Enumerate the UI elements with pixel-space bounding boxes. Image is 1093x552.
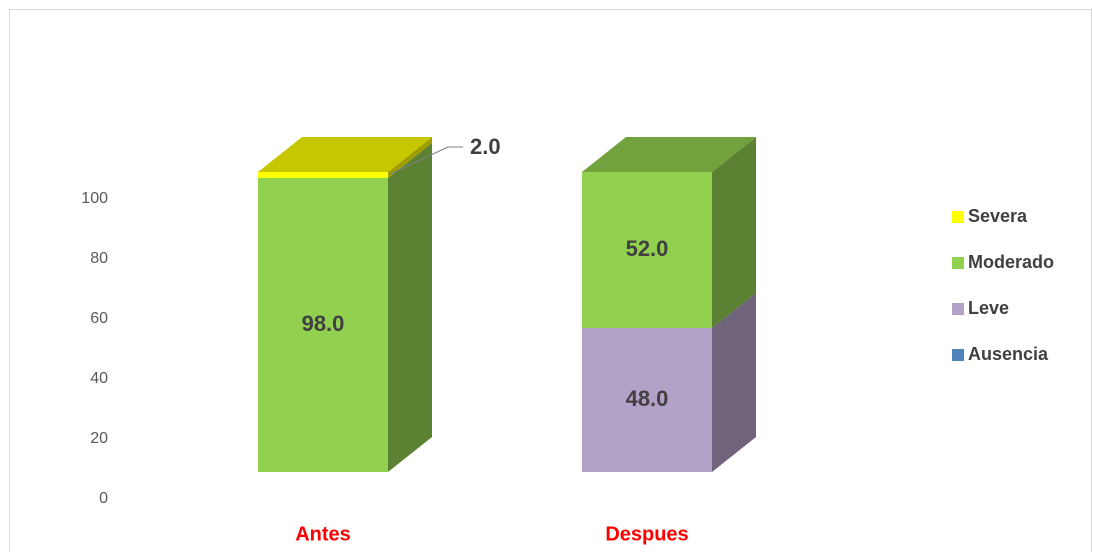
x-tick-label: Despues xyxy=(605,523,688,545)
data-label: 98.0 xyxy=(302,311,345,336)
bar-side xyxy=(388,143,432,472)
bar-side xyxy=(712,293,756,472)
leader-line xyxy=(389,146,463,175)
y-tick-label: 40 xyxy=(90,370,108,387)
x-tick-label: Antes xyxy=(295,523,351,545)
y-tick-label: 0 xyxy=(99,490,108,507)
legend-label: Ausencia xyxy=(968,344,1049,364)
data-label: 2.0 xyxy=(470,134,501,159)
y-tick-label: 100 xyxy=(81,190,108,207)
bar-segment xyxy=(258,172,388,178)
y-tick-label: 80 xyxy=(90,250,108,267)
legend-label: Leve xyxy=(968,298,1009,318)
bar-top xyxy=(582,137,756,172)
bar-top xyxy=(258,137,432,172)
legend-swatch xyxy=(952,303,964,315)
legend-swatch xyxy=(952,211,964,223)
bar-segment xyxy=(582,328,712,472)
bar-segment xyxy=(258,178,388,472)
legend-label: Moderado xyxy=(968,252,1054,272)
data-label: 48.0 xyxy=(626,386,669,411)
bar-segment xyxy=(582,172,712,328)
chart-frame xyxy=(9,9,1092,552)
y-tick-label: 20 xyxy=(90,430,108,447)
legend-label: Severa xyxy=(968,206,1028,226)
data-label: 52.0 xyxy=(626,236,669,261)
bar-side xyxy=(712,137,756,328)
bar-side xyxy=(388,137,432,178)
y-tick-label: 60 xyxy=(90,310,108,327)
legend-swatch xyxy=(952,257,964,269)
legend-swatch xyxy=(952,349,964,361)
